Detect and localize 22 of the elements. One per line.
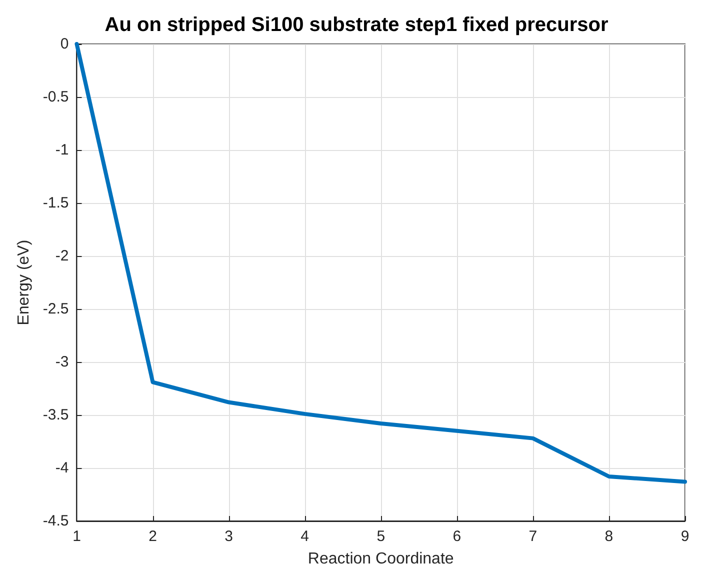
y-tick-label: -4.5 [42, 512, 69, 530]
y-tick-label: 0 [60, 36, 69, 52]
y-tick-label: -3.5 [42, 406, 69, 424]
y-tick-label: -1 [55, 142, 69, 158]
x-tick-label: 8 [604, 528, 614, 545]
y-tick-label: -3 [55, 354, 69, 370]
x-tick-label: 4 [300, 528, 310, 545]
x-tick-label: 1 [72, 528, 81, 545]
x-tick-label: 5 [376, 528, 386, 545]
x-tick-label: 3 [224, 528, 233, 545]
y-tick-label: -0.5 [42, 88, 69, 106]
y-tick-label: -4 [55, 460, 69, 476]
y-tick-label: -2 [55, 248, 69, 264]
x-tick-label: 9 [680, 528, 690, 545]
y-tick-label: -1.5 [42, 194, 69, 212]
chart-title: Au on stripped Si100 substrate step1 fixed precursor [104, 14, 608, 36]
y-tick-label: -2.5 [42, 300, 69, 318]
x-axis-title: Reaction Coordinate [308, 550, 454, 568]
x-tick-label: 2 [148, 528, 157, 545]
x-tick-label: 7 [528, 528, 538, 545]
y-axis-title: Energy (eV) [16, 240, 32, 326]
x-tick-label: 6 [452, 528, 462, 545]
